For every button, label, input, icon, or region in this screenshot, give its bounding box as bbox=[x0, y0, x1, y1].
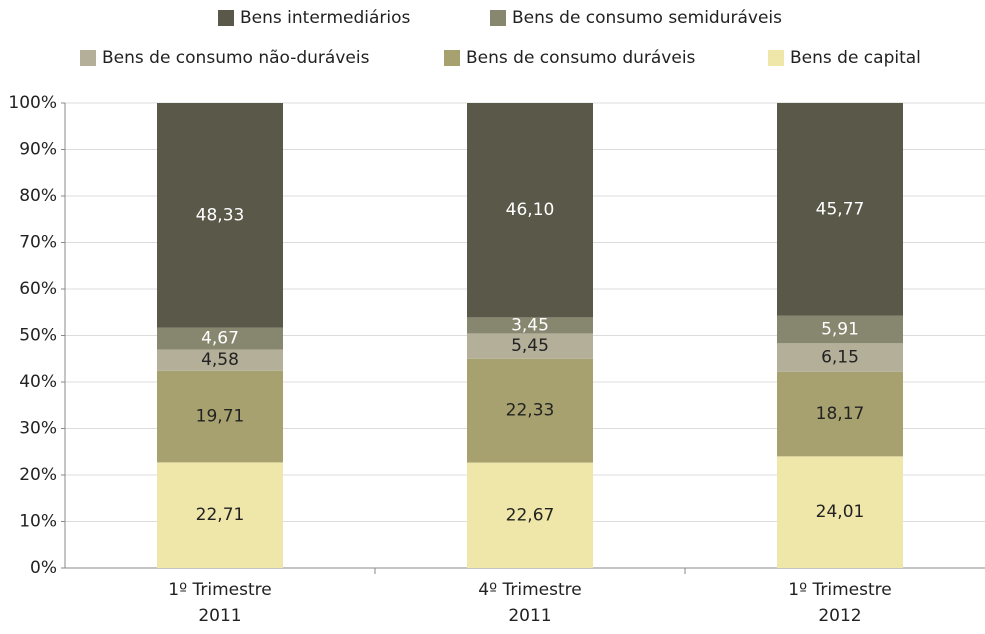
legend-swatch bbox=[768, 50, 784, 66]
y-tick-label: 80% bbox=[19, 186, 57, 206]
legend-label: Bens de consumo semiduráveis bbox=[512, 8, 782, 28]
value-label: 4,67 bbox=[201, 329, 239, 349]
value-label: 24,01 bbox=[816, 502, 865, 522]
y-tick-label: 70% bbox=[19, 233, 57, 253]
y-tick-label: 20% bbox=[19, 465, 57, 485]
y-tick-label: 50% bbox=[19, 326, 57, 346]
bar-segment bbox=[777, 343, 903, 372]
legend-label: Bens de consumo não-duráveis bbox=[102, 48, 370, 68]
value-label: 19,71 bbox=[196, 407, 245, 427]
bar-segment bbox=[777, 102, 903, 316]
bar-segment bbox=[777, 456, 903, 568]
value-label: 22,67 bbox=[506, 505, 555, 525]
x-tick-label: 1º Trimestre bbox=[788, 580, 891, 600]
y-tick-label: 10% bbox=[19, 512, 57, 532]
value-label: 4,58 bbox=[201, 350, 239, 370]
value-label: 48,33 bbox=[196, 205, 245, 225]
value-label: 22,33 bbox=[506, 401, 555, 421]
bar-segment bbox=[157, 462, 283, 568]
value-label: 22,71 bbox=[196, 505, 245, 525]
legend-label: Bens de capital bbox=[790, 48, 921, 68]
y-tick-label: 60% bbox=[19, 279, 57, 299]
x-tick-label: 2012 bbox=[818, 606, 861, 626]
bar-segment bbox=[467, 103, 593, 318]
x-tick-label: 2011 bbox=[198, 606, 241, 626]
x-tick-label: 2011 bbox=[508, 606, 551, 626]
legend-swatch bbox=[490, 10, 506, 26]
y-tick-label: 90% bbox=[19, 140, 57, 160]
bar-segment bbox=[157, 349, 283, 371]
legend-swatch bbox=[80, 50, 96, 66]
value-label: 18,17 bbox=[816, 404, 865, 424]
value-label: 45,77 bbox=[816, 199, 865, 219]
bar-segment bbox=[777, 315, 903, 344]
value-label: 5,45 bbox=[511, 336, 549, 356]
value-label: 5,91 bbox=[821, 320, 859, 340]
legend-label: Bens intermediários bbox=[240, 8, 411, 28]
value-label: 6,15 bbox=[821, 348, 859, 368]
x-tick-label: 4º Trimestre bbox=[478, 580, 581, 600]
y-tick-label: 100% bbox=[8, 93, 57, 113]
value-label: 3,45 bbox=[511, 315, 549, 335]
bar-segment bbox=[777, 371, 903, 457]
bar-segment bbox=[467, 317, 593, 334]
bar-segment bbox=[157, 103, 283, 328]
y-tick-label: 0% bbox=[30, 558, 57, 578]
bar-segment bbox=[467, 358, 593, 463]
bar-segment bbox=[157, 370, 283, 463]
y-tick-label: 30% bbox=[19, 419, 57, 439]
y-tick-label: 40% bbox=[19, 372, 57, 392]
legend-swatch bbox=[444, 50, 460, 66]
legend-swatch bbox=[218, 10, 234, 26]
x-tick-label: 1º Trimestre bbox=[168, 580, 271, 600]
legend-label: Bens de consumo duráveis bbox=[466, 48, 696, 68]
bar-segment bbox=[157, 327, 283, 350]
value-label: 46,10 bbox=[506, 200, 555, 220]
bar-segment bbox=[467, 462, 593, 568]
bar-segment bbox=[467, 333, 593, 359]
